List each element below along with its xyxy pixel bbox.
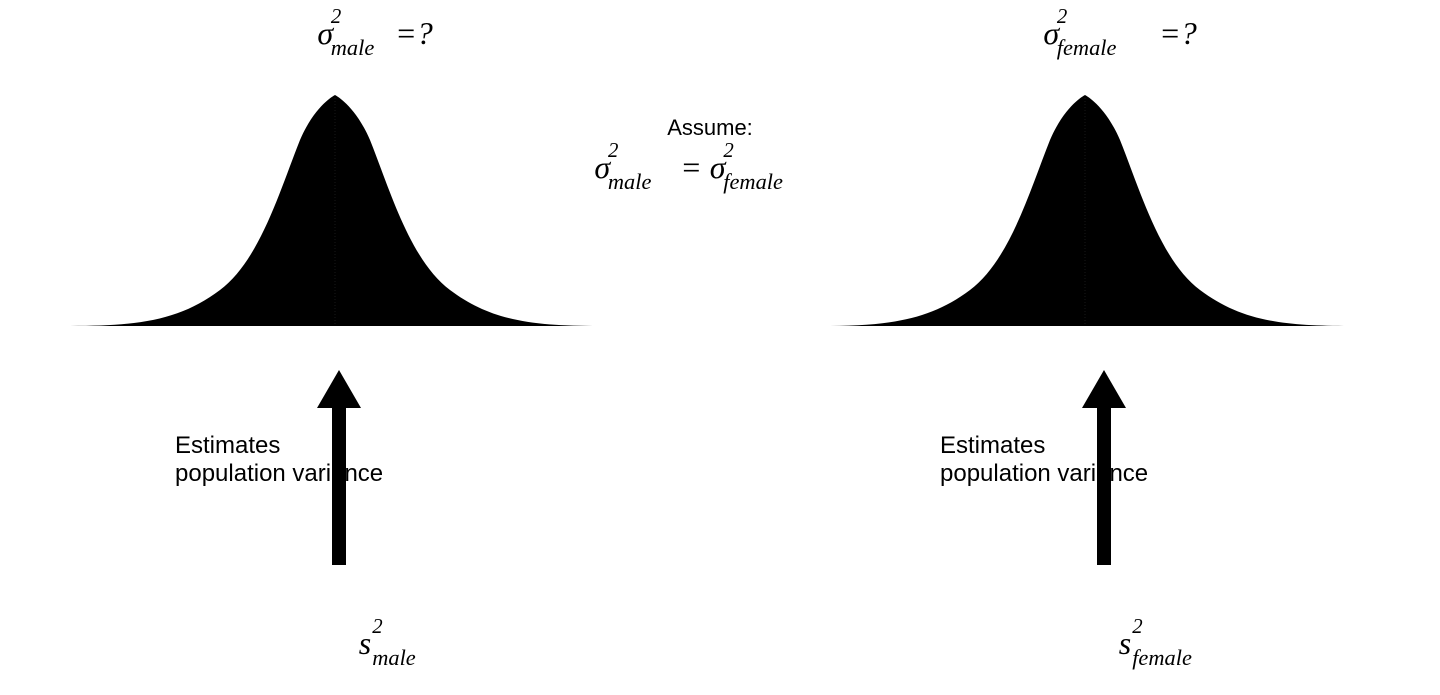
up-arrow-icon — [1082, 370, 1126, 565]
assume-equation: σ 2 male = σ 2 female — [550, 149, 870, 186]
s-subscript: female — [1132, 645, 1192, 671]
variance-diagram: σ 2 male =? σ 2 female =? Assume: σ 2 — [0, 0, 1440, 695]
bell-curve-path — [70, 95, 600, 326]
sigma-female-label: σ 2 female =? — [980, 15, 1260, 52]
assumption-block: Assume: σ 2 male = σ 2 female — [550, 115, 870, 186]
sigma-exponent: 2 — [723, 139, 733, 163]
bell-curve-female — [810, 90, 1360, 335]
sigma-subscript: female — [723, 169, 783, 195]
bell-curve-path — [820, 95, 1350, 326]
s-subscript: male — [372, 645, 416, 671]
estimates-label-male: Estimatespopulation variance — [175, 432, 415, 488]
estimates-label-female: Estimatespopulation variance — [940, 432, 1180, 488]
s-female-label: s 2 female — [1000, 625, 1250, 662]
s-symbol: s — [359, 625, 371, 661]
s-exponent: 2 — [1132, 615, 1142, 639]
s-symbol: s — [1119, 625, 1131, 661]
equals-question: =? — [395, 15, 433, 51]
sigma-exponent: 2 — [608, 139, 618, 163]
s-male-label: s 2 male — [265, 625, 465, 662]
sigma-male-label: σ 2 male =? — [250, 15, 500, 52]
sigma-exponent: 2 — [1057, 5, 1067, 29]
sigma-subscript: female — [1057, 35, 1117, 61]
bell-curve-male — [60, 90, 610, 335]
equals-sign: = — [672, 149, 710, 185]
sigma-subscript: male — [331, 35, 375, 61]
up-arrow-icon — [317, 370, 361, 565]
sigma-exponent: 2 — [331, 5, 341, 29]
equals-question: =? — [1159, 15, 1197, 51]
assume-label: Assume: — [550, 115, 870, 141]
s-exponent: 2 — [372, 615, 382, 639]
sigma-subscript: male — [608, 169, 652, 195]
